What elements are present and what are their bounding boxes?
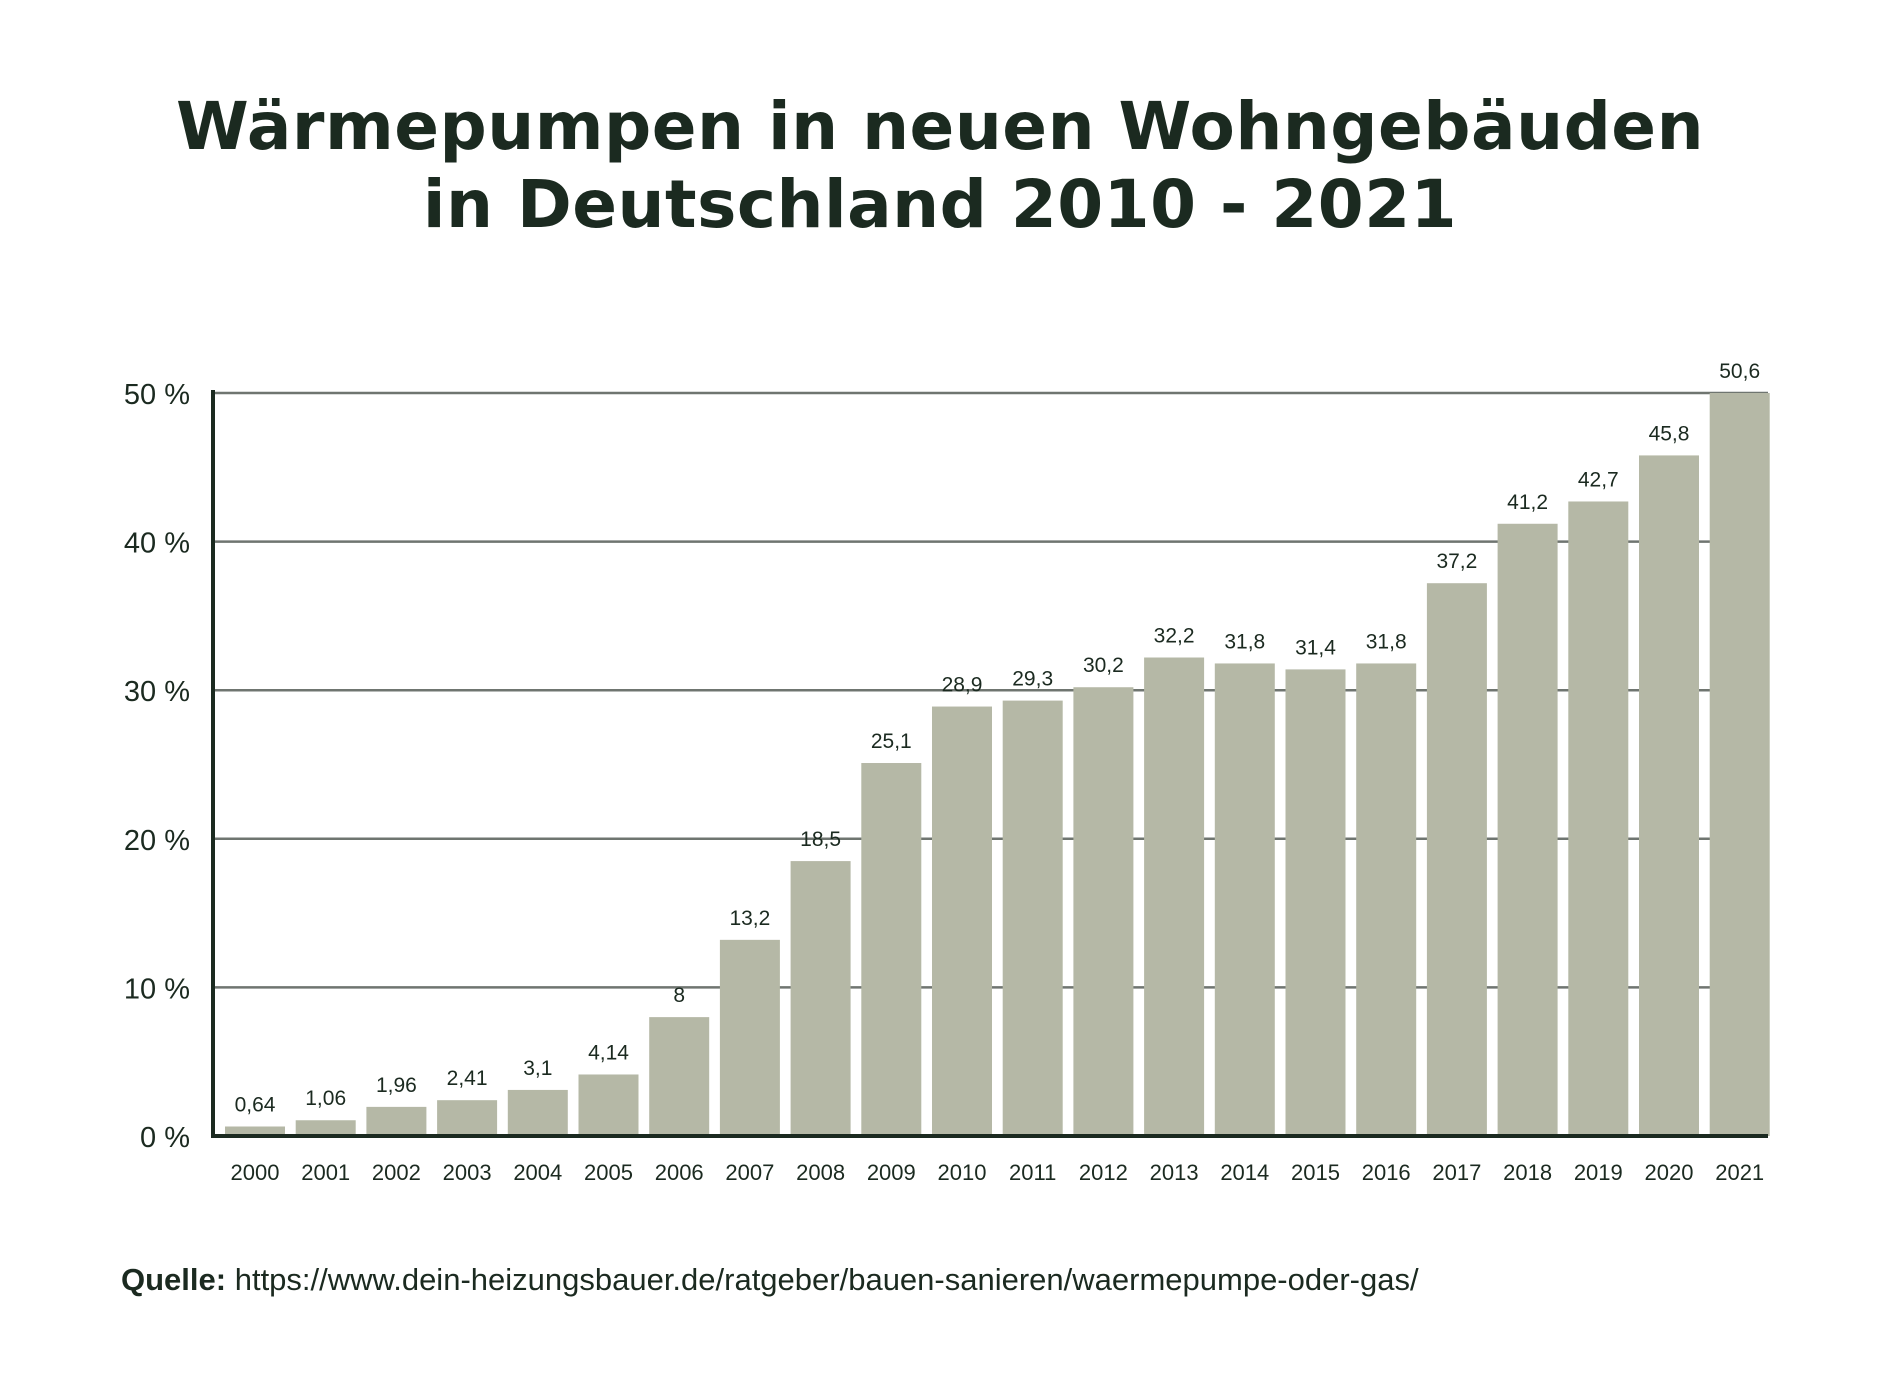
data-label: 41,2 [1507,491,1548,514]
x-tick-label: 2000 [231,1160,280,1185]
bar [1285,669,1346,1136]
data-label: 1,06 [305,1087,346,1110]
y-tick-label: 0 % [140,1122,190,1154]
data-label: 13,2 [729,907,770,930]
x-tick-label: 2003 [443,1160,492,1185]
bar [932,706,992,1136]
data-label: 3,1 [523,1057,552,1080]
bar [1709,393,1770,1136]
bar [437,1100,498,1136]
source-label: Quelle: [121,1262,227,1297]
x-tick-label: 2015 [1291,1160,1340,1185]
y-tick-label: 30 % [124,676,190,708]
chart-title: Wärmepumpen in neuen Wohngebäuden in Deu… [0,88,1880,244]
bar [225,1126,285,1136]
bar [1639,455,1699,1136]
bar [366,1106,427,1136]
y-tick-label: 40 % [124,528,190,560]
bar [1073,687,1134,1136]
x-tick-label: 2005 [584,1160,633,1185]
data-label: 0,64 [235,1093,276,1116]
x-tick-label: 2018 [1503,1160,1552,1185]
x-tick-label: 2012 [1079,1160,1128,1185]
bar [1426,583,1487,1136]
x-tick-label: 2008 [796,1160,845,1185]
bar [790,861,851,1136]
x-tick-label: 2007 [725,1160,774,1185]
source-url[interactable]: https://www.dein-heizungsbauer.de/ratgeb… [234,1262,1419,1297]
bar [578,1074,639,1136]
bar [649,1017,710,1136]
chart-title-line-1: Wärmepumpen in neuen Wohngebäuden [175,88,1705,165]
data-label: 31,4 [1295,636,1336,659]
x-tick-label: 2019 [1574,1160,1623,1185]
x-tick-label: 2002 [372,1160,421,1185]
x-tick-label: 2010 [938,1160,987,1185]
data-label: 45,8 [1649,422,1690,445]
bar [507,1089,568,1136]
x-tick-label: 2011 [1009,1160,1056,1185]
data-label: 1,96 [376,1074,417,1097]
x-tick-label: 2009 [867,1160,916,1185]
source-note: Quelle: https://www.dein-heizungsbauer.d… [121,1262,1419,1298]
bar [1144,657,1205,1136]
data-label: 8 [673,984,685,1007]
bar [1356,663,1417,1136]
x-tick-label: 2001 [301,1160,350,1185]
bar [1568,501,1629,1136]
data-label: 4,14 [588,1041,629,1064]
data-label: 25,1 [871,730,912,753]
bar [1002,700,1063,1136]
y-tick-label: 20 % [124,825,190,857]
x-tick-label: 2016 [1362,1160,1411,1185]
data-label: 30,2 [1083,654,1124,677]
x-tick-label: 2006 [655,1160,704,1185]
data-label: 31,8 [1224,630,1265,653]
y-tick-label: 50 % [124,379,190,411]
bar [295,1120,356,1136]
x-tick-label: 2021 [1715,1160,1764,1185]
data-label: 18,5 [800,828,841,851]
x-tick-label: 2004 [513,1160,562,1185]
bar [1497,523,1558,1136]
data-label: 37,2 [1436,550,1477,573]
data-label: 2,41 [447,1067,488,1090]
bar [861,763,922,1136]
x-tick-label: 2017 [1432,1160,1481,1185]
data-label: 31,8 [1366,630,1407,653]
x-tick-label: 2013 [1150,1160,1199,1185]
y-tick-label: 10 % [124,973,190,1005]
data-label: 50,6 [1719,360,1760,383]
data-label: 32,2 [1154,625,1195,648]
bar [719,939,780,1136]
data-label: 28,9 [942,674,983,697]
data-label: 29,3 [1012,668,1053,691]
data-label: 42,7 [1578,468,1619,491]
bar [1214,663,1275,1136]
x-tick-label: 2020 [1645,1160,1694,1185]
chart-title-line-2: in Deutschland 2010 - 2021 [422,166,1458,243]
x-tick-label: 2014 [1220,1160,1269,1185]
